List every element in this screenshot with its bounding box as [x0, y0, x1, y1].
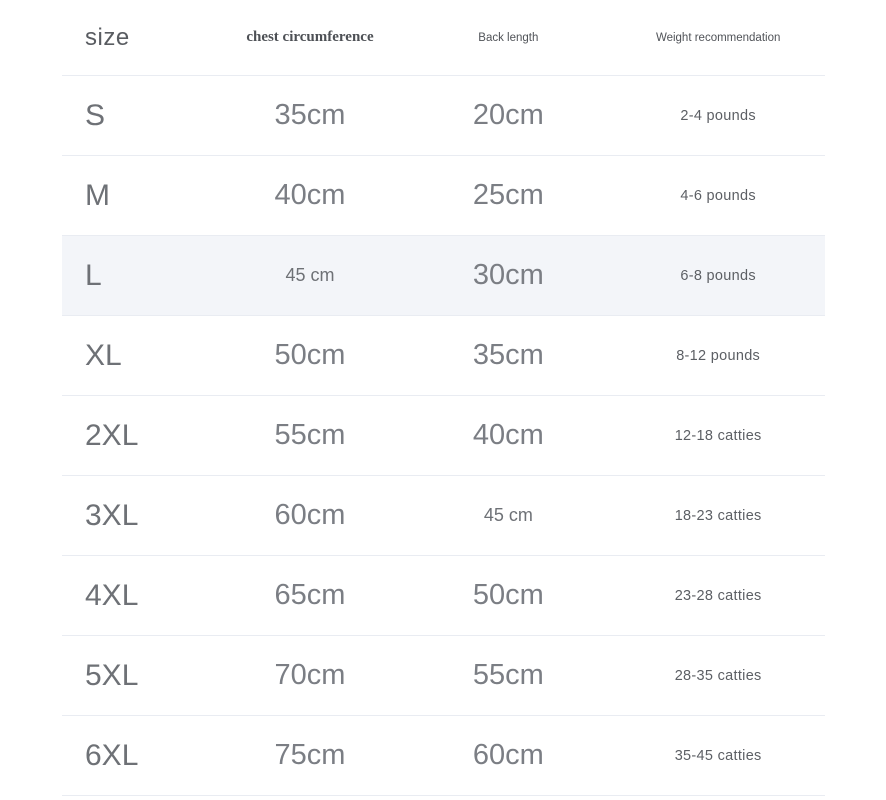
chest-value: 65cm — [274, 579, 346, 611]
weight-value: 35-45 catties — [674, 747, 762, 764]
back-value: 25cm — [472, 179, 544, 211]
size-label: 5XL — [85, 658, 139, 692]
table-header-row: size chest circumference Back length Wei… — [62, 0, 825, 76]
table-row-6xl: 6XL 75cm 60cm 35-45 catties — [62, 716, 825, 796]
back-value: 30cm — [472, 259, 544, 291]
column-header-chest: chest circumference — [246, 29, 374, 45]
chest-value: 40cm — [274, 179, 346, 211]
size-label: 6XL — [85, 738, 139, 772]
table-row-4xl: 4XL 65cm 50cm 23-28 catties — [62, 556, 825, 636]
size-chart-table: size chest circumference Back length Wei… — [62, 0, 825, 796]
back-value: 20cm — [472, 99, 544, 131]
size-label: 2XL — [85, 418, 139, 452]
size-label: 3XL — [85, 498, 139, 532]
back-value: 60cm — [472, 739, 544, 771]
back-value: 50cm — [472, 579, 544, 611]
chest-value: 50cm — [274, 339, 346, 371]
weight-value: 12-18 catties — [674, 427, 762, 444]
weight-value: 2-4 pounds — [680, 107, 756, 124]
back-value: 35cm — [472, 339, 544, 371]
weight-value: 28-35 catties — [674, 667, 762, 684]
table-row-2xl: 2XL 55cm 40cm 12-18 catties — [62, 396, 825, 476]
column-header-size: size — [85, 23, 130, 51]
chest-value: 45 cm — [285, 265, 335, 285]
column-header-back: Back length — [478, 31, 539, 44]
table-row-s: S 35cm 20cm 2-4 pounds — [62, 76, 825, 156]
back-value: 40cm — [472, 419, 544, 451]
chest-value: 75cm — [274, 739, 346, 771]
back-value: 55cm — [472, 659, 544, 691]
table-row-5xl: 5XL 70cm 55cm 28-35 catties — [62, 636, 825, 716]
size-label: S — [85, 98, 106, 132]
chest-value: 35cm — [274, 99, 346, 131]
size-label: M — [85, 178, 110, 212]
table-row-l-highlighted: L 45 cm 30cm 6-8 pounds — [62, 236, 825, 316]
size-label: XL — [85, 338, 122, 372]
table-row-3xl: 3XL 60cm 45 cm 18-23 catties — [62, 476, 825, 556]
chest-value: 60cm — [274, 499, 346, 531]
chest-value: 55cm — [274, 419, 346, 451]
weight-value: 23-28 catties — [674, 587, 762, 604]
size-label: 4XL — [85, 578, 139, 612]
table-row-xl: XL 50cm 35cm 8-12 pounds — [62, 316, 825, 396]
weight-value: 6-8 pounds — [680, 267, 756, 284]
weight-value: 8-12 pounds — [676, 347, 761, 364]
table-row-m: M 40cm 25cm 4-6 pounds — [62, 156, 825, 236]
column-header-weight: Weight recommendation — [655, 31, 781, 44]
back-value: 45 cm — [483, 505, 533, 525]
weight-value: 18-23 catties — [674, 507, 762, 524]
size-label: L — [85, 258, 102, 292]
weight-value: 4-6 pounds — [680, 187, 756, 204]
chest-value: 70cm — [274, 659, 346, 691]
